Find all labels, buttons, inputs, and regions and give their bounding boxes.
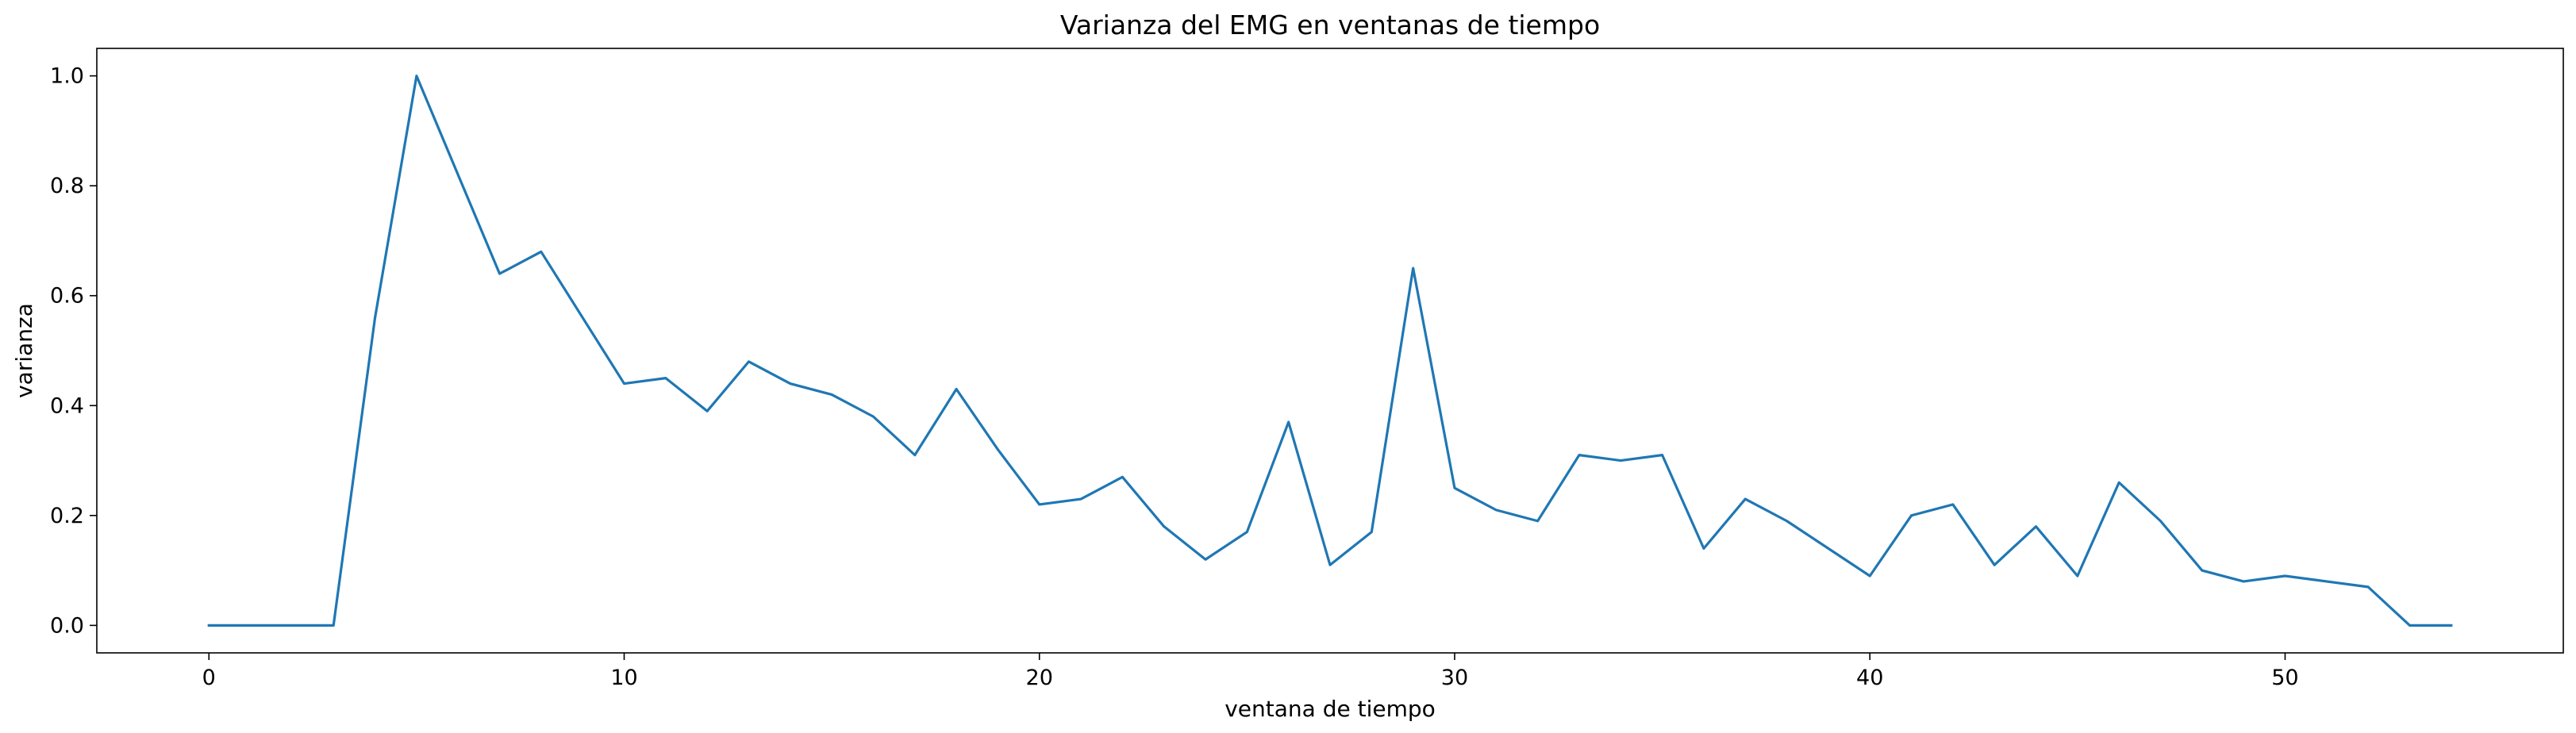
- chart-title: Varianza del EMG en ventanas de tiempo: [1060, 10, 1600, 40]
- y-tick-label: 0.0: [50, 613, 84, 638]
- y-tick-label: 0.8: [50, 174, 84, 198]
- y-tick-label: 0.2: [50, 504, 84, 528]
- x-tick-label: 50: [2271, 666, 2298, 690]
- y-tick-label: 0.4: [50, 393, 84, 418]
- y-tick-label: 0.6: [50, 284, 84, 309]
- axes-frame: [96, 48, 2564, 654]
- y-axis-label: varianza: [11, 303, 37, 398]
- x-tick-label: 10: [610, 666, 637, 690]
- series-line: [207, 75, 2453, 627]
- x-tick-label: 20: [1026, 666, 1053, 690]
- x-tick-label: 40: [1856, 666, 1883, 690]
- x-tick-label: 30: [1441, 666, 1468, 690]
- x-axis-label: ventana de tiempo: [1225, 696, 1436, 722]
- plot-area: 0 10 20 30 40 50 0.0 0.2 0.4 0.6 0.8 1.0: [50, 48, 2564, 690]
- x-tick-label: 0: [202, 666, 216, 690]
- y-tick-label: 1.0: [50, 64, 84, 89]
